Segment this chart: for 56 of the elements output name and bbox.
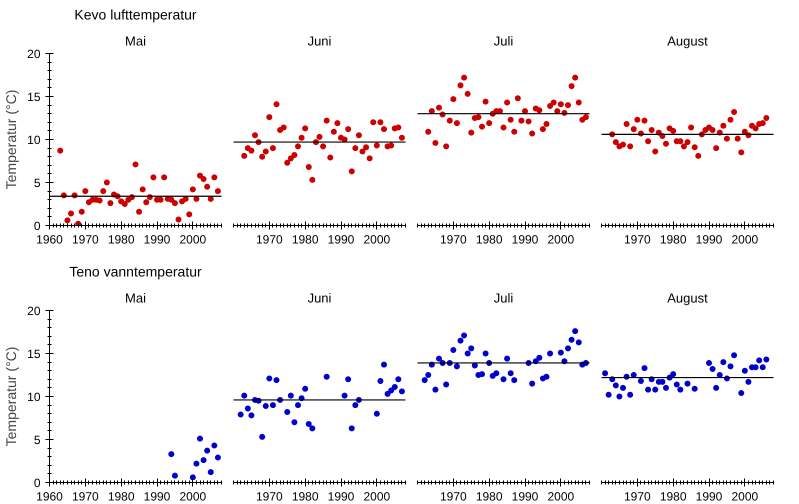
x-tick-label: 2000 — [547, 490, 575, 504]
x-tick-label: 1970 — [256, 232, 284, 246]
chart-subtitle: Mai — [125, 34, 146, 48]
chart-subtitle: Juni — [308, 290, 332, 306]
y-tick-label: 5 — [34, 433, 41, 447]
x-tick-label: 1960 — [36, 490, 64, 504]
y-tick-label: 20 — [27, 47, 41, 61]
x-tick-label: 1990 — [328, 490, 355, 504]
y-tick-label: 0 — [34, 476, 41, 490]
x-tick-label: 1990 — [328, 232, 355, 246]
y-tick-label: 15 — [27, 90, 41, 104]
y-tick-label: 0 — [34, 219, 41, 233]
x-tick-label: 1990 — [144, 232, 171, 246]
x-tick-label: 1970 — [440, 232, 468, 246]
x-tick-label: 1970 — [440, 490, 468, 504]
x-tick-label: 1970 — [256, 490, 284, 504]
x-tick-label: 1990 — [144, 490, 171, 504]
x-tick-label: 1970 — [72, 490, 100, 504]
y-tick-label: 15 — [27, 347, 41, 361]
x-tick-label: 2000 — [179, 490, 207, 504]
y-tick-label: 5 — [34, 176, 41, 190]
chart-subtitle: Juni — [308, 34, 332, 48]
x-tick-label: 2000 — [731, 232, 759, 246]
x-tick-label: 1960 — [36, 232, 64, 246]
x-tick-label: 1990 — [512, 490, 539, 504]
y-tick-label: 10 — [27, 390, 41, 404]
x-tick-label: 1990 — [696, 232, 723, 246]
x-tick-label: 1980 — [292, 490, 319, 504]
chart-subtitle: Mai — [125, 290, 146, 306]
x-tick-label: 2000 — [179, 232, 207, 246]
x-tick-label: 1980 — [108, 490, 135, 504]
chart-subtitle: August — [667, 290, 708, 306]
x-tick-label: 1980 — [292, 232, 319, 246]
chart-subtitle: Juli — [494, 34, 514, 48]
y-tick-label: 10 — [27, 133, 41, 147]
x-tick-label: 1980 — [660, 232, 687, 246]
y-axis-title: Temperatur (°C) — [3, 90, 20, 190]
x-tick-label: 1990 — [696, 490, 723, 504]
x-tick-label: 1980 — [660, 490, 687, 504]
chart-subtitle: Juli — [494, 290, 514, 306]
chart-subtitle: August — [667, 34, 708, 48]
x-tick-label: 1980 — [108, 232, 135, 246]
y-axis-title: Temperatur (°C) — [3, 346, 20, 446]
x-tick-label: 2000 — [363, 232, 391, 246]
x-tick-label: 1970 — [72, 232, 100, 246]
x-tick-label: 1970 — [624, 490, 652, 504]
x-tick-label: 1980 — [476, 232, 503, 246]
chart-title: Teno vanntemperatur — [69, 264, 202, 280]
x-tick-label: 2000 — [731, 490, 759, 504]
x-tick-label: 1990 — [512, 232, 539, 246]
x-tick-label: 1980 — [476, 490, 503, 504]
x-tick-label: 2000 — [547, 232, 575, 246]
x-tick-label: 2000 — [363, 490, 391, 504]
x-tick-label: 1970 — [624, 232, 652, 246]
y-tick-label: 20 — [27, 304, 41, 318]
chart-title: Kevo lufttemperatur — [74, 6, 197, 22]
